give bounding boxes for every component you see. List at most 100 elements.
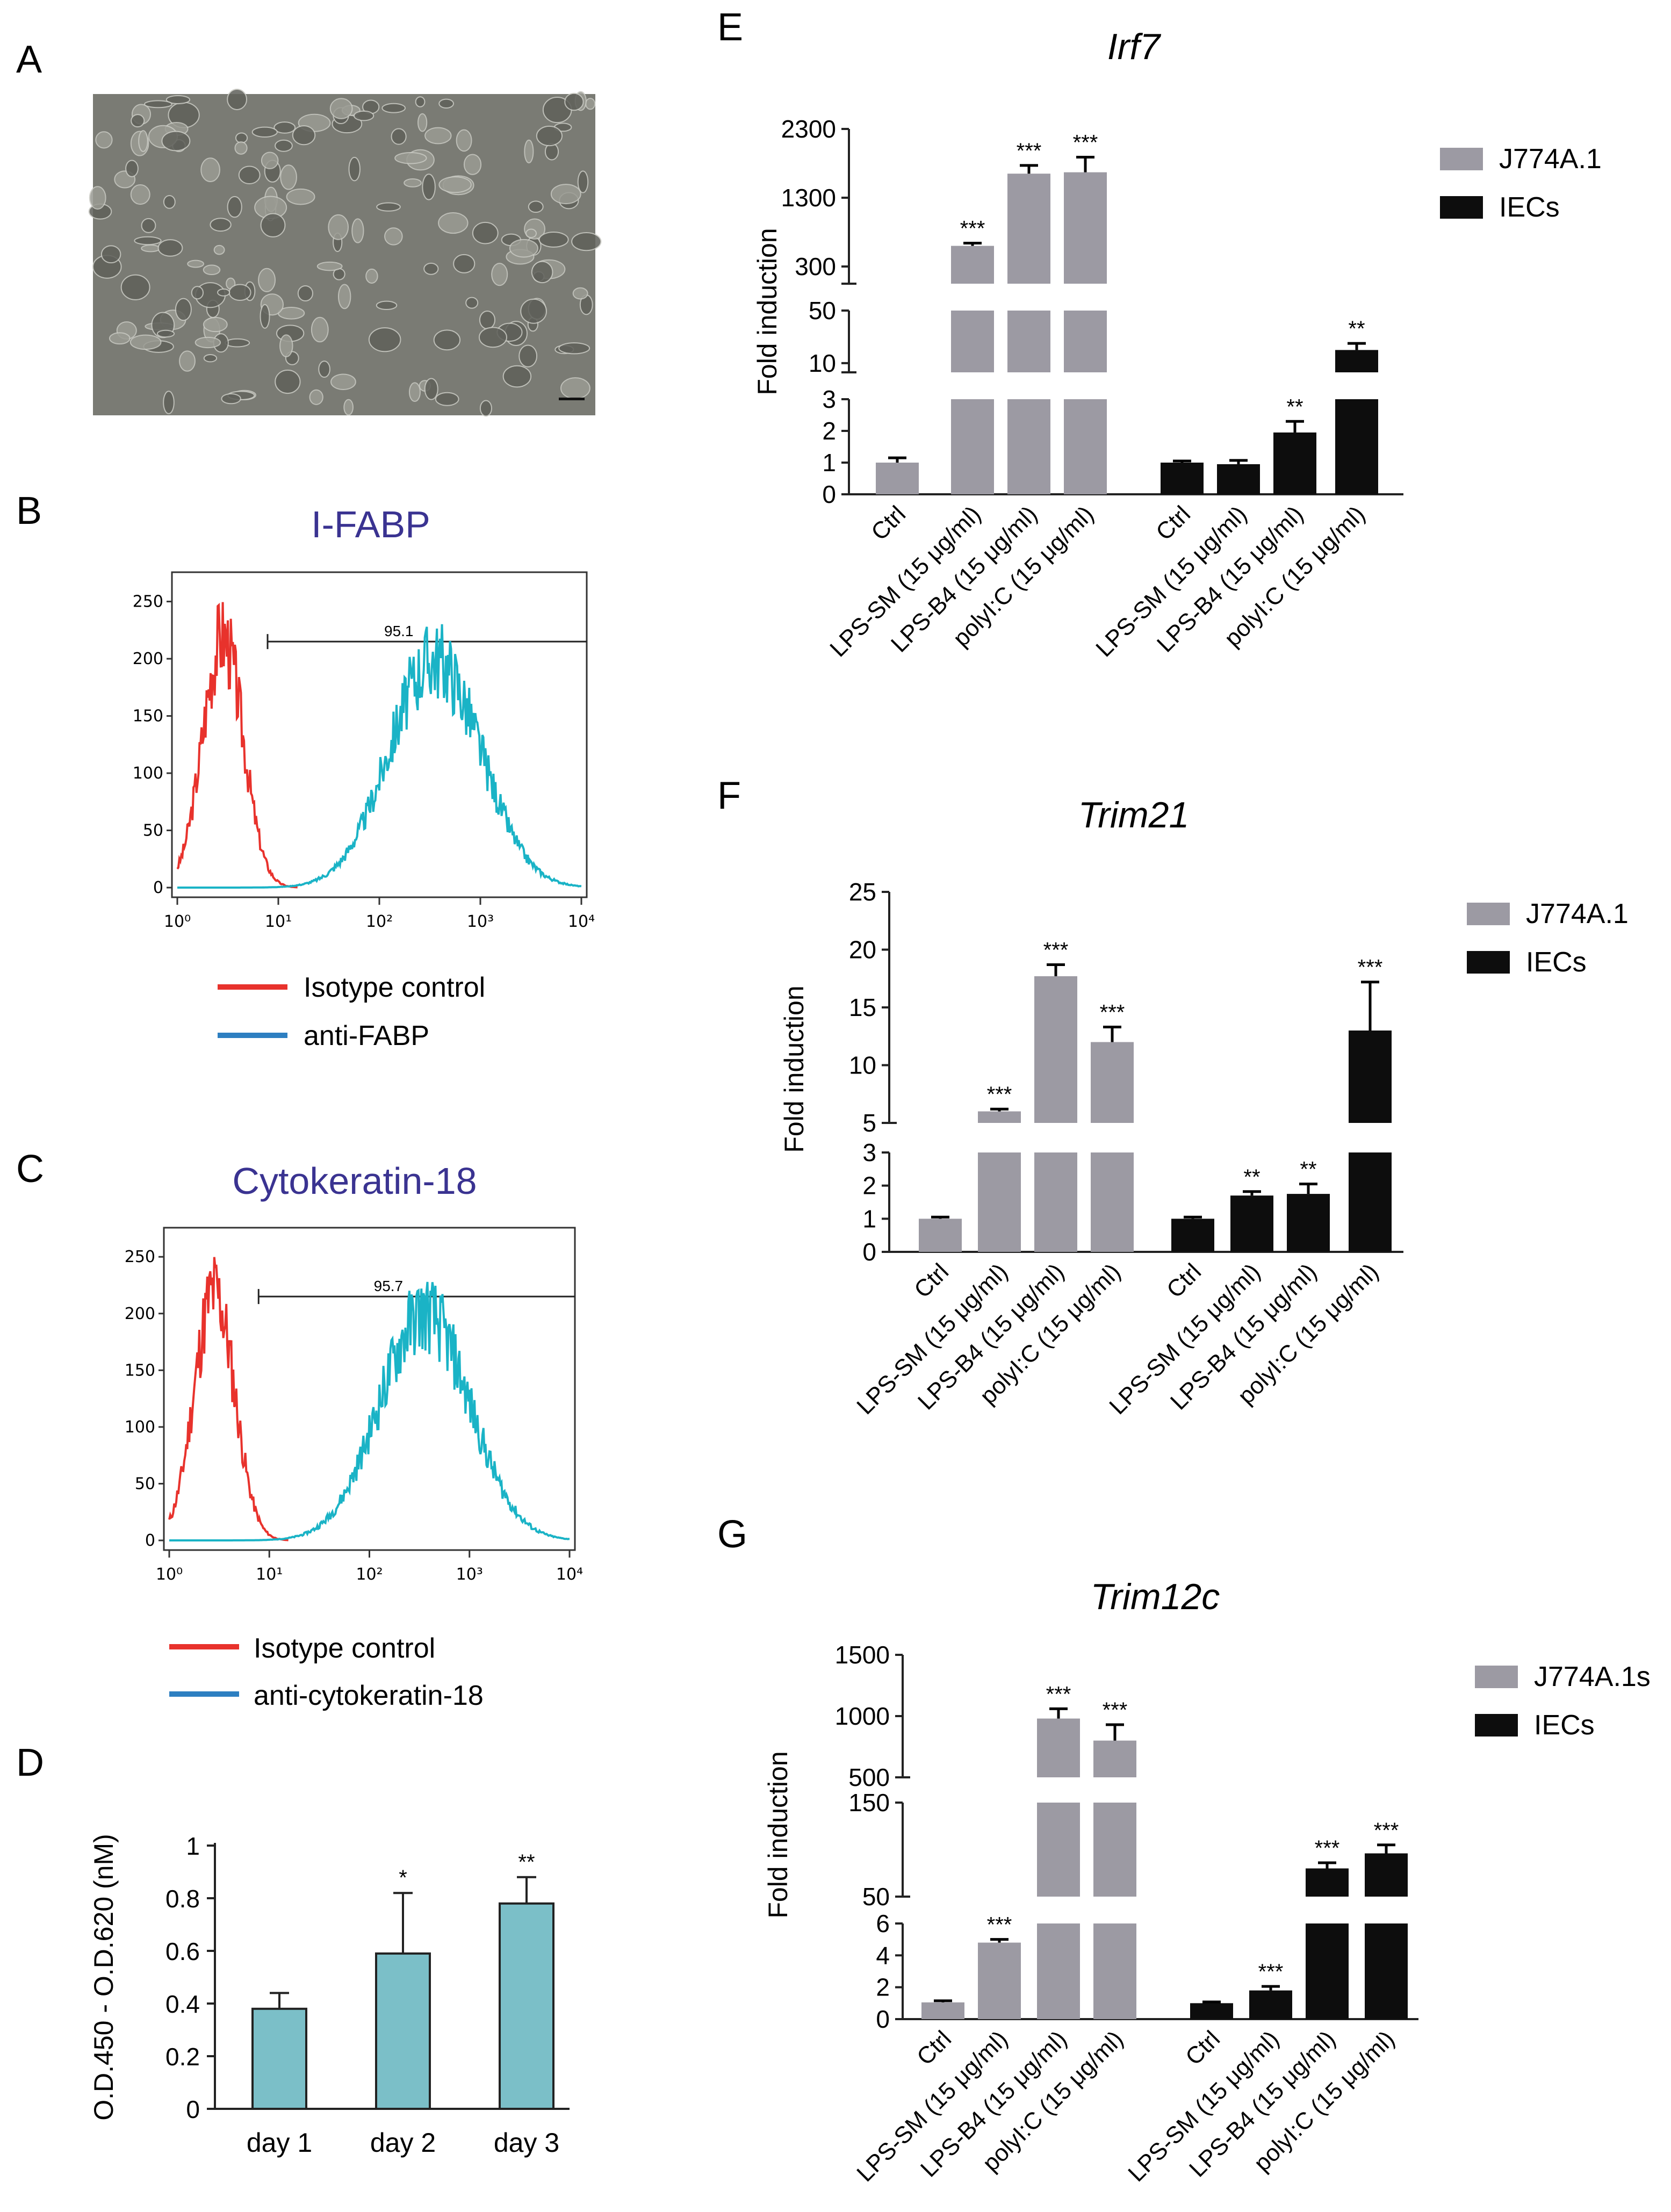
cell-blob bbox=[125, 160, 139, 177]
cell-blob bbox=[225, 338, 250, 348]
bar bbox=[921, 2002, 964, 2019]
legend-anti-fabp-label: anti-FABP bbox=[304, 1020, 429, 1051]
cell-blob bbox=[368, 327, 401, 352]
bar bbox=[919, 1219, 962, 1252]
cell-blob bbox=[228, 284, 251, 301]
cell-blob bbox=[165, 95, 191, 105]
y-tick-label: 10 bbox=[809, 349, 836, 377]
cell-blob bbox=[297, 285, 313, 302]
bar bbox=[1034, 1152, 1077, 1252]
panel-label-g: G bbox=[717, 1513, 747, 1556]
cell-blob bbox=[138, 130, 148, 152]
cell-blob bbox=[131, 114, 145, 128]
bar bbox=[951, 399, 994, 494]
x-tick-label: 10⁰ bbox=[156, 1565, 183, 1584]
cell-blob bbox=[577, 170, 589, 193]
bar bbox=[1037, 1718, 1080, 1777]
cell-blob bbox=[422, 174, 436, 200]
significance-label: *** bbox=[1043, 938, 1069, 962]
cell-blob bbox=[424, 378, 438, 400]
cell-blob bbox=[280, 164, 297, 190]
bar bbox=[1171, 1219, 1214, 1252]
y-tick-label: 0 bbox=[186, 2095, 200, 2123]
cell-blob bbox=[491, 263, 508, 286]
cell-blob bbox=[353, 110, 374, 121]
category-label: day 1 bbox=[247, 2128, 312, 2158]
cell-blob bbox=[286, 188, 315, 205]
cell-blob bbox=[478, 327, 507, 348]
significance-label: *** bbox=[1374, 1819, 1399, 1842]
y-tick-label: 1 bbox=[862, 1205, 876, 1233]
antibody-histogram bbox=[177, 624, 582, 889]
bar bbox=[1091, 1042, 1134, 1123]
cell-blob bbox=[195, 336, 221, 349]
legend-panel-e: J774A.1 IECs bbox=[1440, 143, 1602, 223]
y-tick-label: 1 bbox=[822, 449, 836, 477]
bar bbox=[1365, 1923, 1408, 2019]
cell-blob bbox=[316, 261, 343, 271]
y-tick-label: 150 bbox=[125, 1361, 155, 1380]
category-label: Ctrl bbox=[1180, 2026, 1225, 2070]
significance-label: *** bbox=[1103, 1698, 1128, 1722]
cell-blob bbox=[191, 286, 204, 300]
micrograph-image bbox=[88, 88, 602, 417]
cell-blob bbox=[384, 227, 403, 246]
y-tick-label: 0.8 bbox=[165, 1885, 200, 1913]
y-tick-label: 2 bbox=[862, 1172, 876, 1200]
significance-label: ** bbox=[1348, 317, 1365, 341]
y-axis-label: O.D.450 - O.D.620 (nM) bbox=[89, 1834, 119, 2121]
y-tick-label: 20 bbox=[849, 936, 876, 964]
bar bbox=[1007, 311, 1050, 372]
cell-blob bbox=[564, 92, 584, 111]
bar bbox=[1093, 1923, 1136, 2019]
significance-label: *** bbox=[1046, 1682, 1071, 1706]
cell-blob bbox=[376, 300, 398, 311]
significance-label: ** bbox=[1243, 1165, 1260, 1189]
y-tick-label: 0 bbox=[145, 1531, 155, 1550]
cell-blob bbox=[261, 152, 279, 169]
panel-e-title: Irf7 bbox=[1107, 26, 1161, 67]
cell-blob bbox=[415, 96, 426, 107]
cell-blob bbox=[330, 373, 356, 390]
bar bbox=[1093, 1803, 1136, 1897]
cell-blob bbox=[438, 98, 455, 109]
x-tick-label: 10⁴ bbox=[556, 1565, 583, 1584]
y-tick-label: 0.4 bbox=[165, 1990, 200, 2018]
cell-blob bbox=[424, 127, 452, 145]
x-tick-label: 10³ bbox=[456, 1565, 483, 1584]
cell-blob bbox=[531, 261, 553, 284]
cell-blob bbox=[433, 329, 461, 351]
category-label: day 2 bbox=[370, 2128, 436, 2158]
y-tick-label: 0.2 bbox=[165, 2043, 200, 2071]
bar bbox=[876, 463, 919, 494]
x-tick-label: 10³ bbox=[467, 912, 494, 931]
cell-blob bbox=[134, 236, 162, 246]
cell-blob bbox=[525, 228, 537, 239]
legend-e-series-1: J774A.1 bbox=[1499, 143, 1602, 175]
isotype-control-histogram bbox=[168, 1257, 289, 1541]
cell-blob bbox=[203, 354, 218, 363]
category-label: Ctrl bbox=[1151, 501, 1195, 545]
cell-blob bbox=[130, 184, 150, 205]
cell-blob bbox=[279, 334, 293, 357]
bar bbox=[951, 311, 994, 372]
cell-blob bbox=[273, 121, 296, 134]
legend-panel-c: Isotype control anti-cytokeratin-18 bbox=[169, 1633, 484, 1711]
cell-blob bbox=[235, 132, 248, 143]
cell-blob bbox=[260, 213, 286, 237]
cell-blob bbox=[463, 154, 482, 175]
y-tick-label: 0 bbox=[153, 878, 163, 897]
legend-e-series-2: IECs bbox=[1499, 192, 1560, 223]
bar bbox=[1306, 1868, 1349, 1897]
y-tick-label: 150 bbox=[133, 707, 163, 726]
panel-label-f: F bbox=[717, 774, 741, 817]
category-label: Ctrl bbox=[909, 1258, 954, 1303]
category-label: Ctrl bbox=[912, 2026, 956, 2070]
cell-blob bbox=[89, 186, 106, 210]
cell-blob bbox=[258, 268, 276, 292]
category-label: Ctrl bbox=[866, 501, 911, 545]
cell-blob bbox=[203, 264, 221, 276]
